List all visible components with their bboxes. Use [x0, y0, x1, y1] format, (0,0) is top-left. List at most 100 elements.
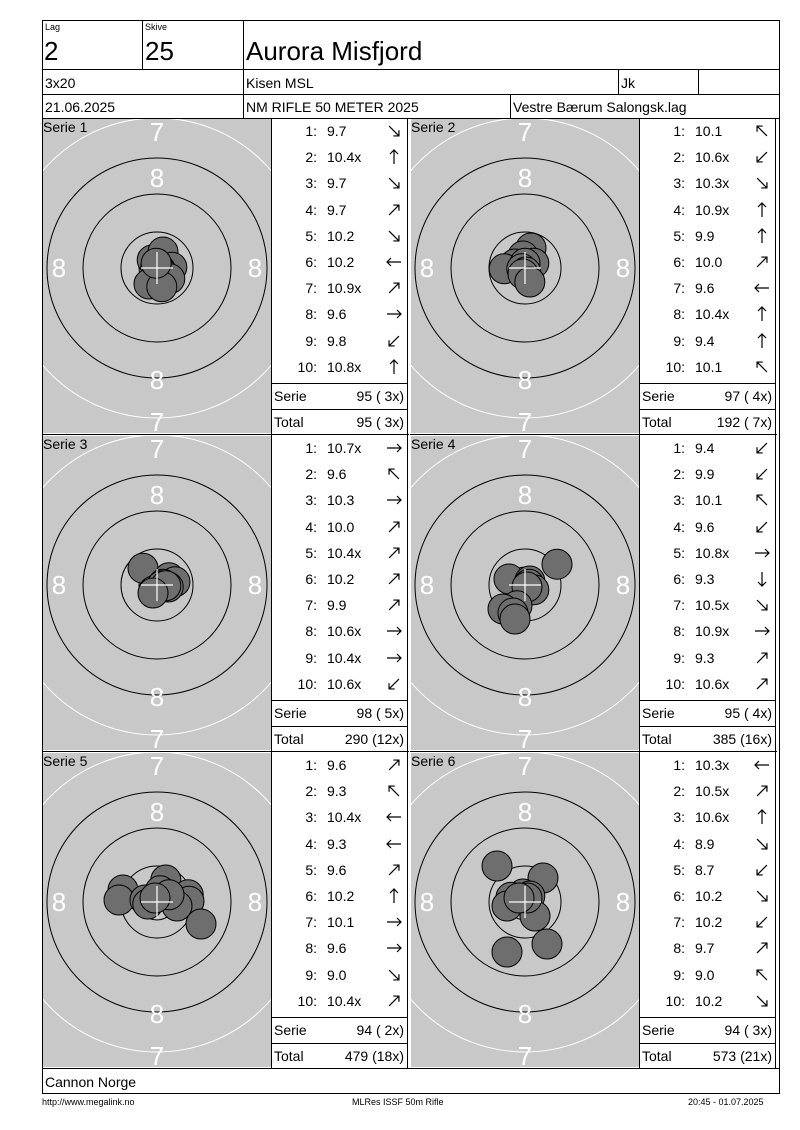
target-serie-3: 778888 — [43, 436, 271, 750]
direction-arrow-icon — [385, 913, 403, 931]
skive-value: 25 — [145, 36, 174, 67]
total-sum-row: Total 192 ( 7x) — [639, 410, 775, 436]
serie-title: Serie 2 — [411, 119, 455, 135]
shot-row: 2: 10.4x — [271, 145, 407, 171]
shot-row: 6: 9.3 — [639, 567, 775, 593]
shot-value: 10.8x — [695, 545, 729, 561]
shot-value: 10.6x — [695, 809, 729, 825]
direction-arrow-icon — [753, 279, 771, 297]
direction-arrow-icon — [385, 253, 403, 271]
serie-title: Serie 4 — [411, 436, 455, 452]
shot-row: 7: 10.9x — [271, 276, 407, 302]
total-sum-row: Total 95 ( 3x) — [271, 410, 407, 436]
ring-number: 7 — [518, 407, 532, 433]
shot-value: 10.6x — [327, 676, 361, 692]
ring-number: 7 — [150, 724, 164, 750]
shot-value: 10.9x — [695, 623, 729, 639]
shot-hole — [482, 851, 512, 881]
shot-number: 1: — [673, 123, 685, 139]
ring-number: 8 — [518, 797, 532, 827]
ring-number: 8 — [518, 365, 532, 395]
shot-number: 7: — [305, 914, 317, 930]
direction-arrow-icon — [753, 808, 771, 826]
target-serie-5: 778888 — [43, 753, 271, 1067]
discipline: 3x20 — [45, 75, 75, 91]
shot-value: 9.7 — [327, 175, 346, 191]
shot-row: 4: 10.0 — [271, 515, 407, 541]
shot-value: 9.6 — [695, 519, 714, 535]
serie-sum-label: Serie — [274, 388, 307, 404]
shot-row: 9: 9.3 — [639, 646, 775, 672]
shot-row: 6: 10.2 — [271, 884, 407, 910]
shot-number: 9: — [673, 333, 685, 349]
shot-value: 10.2 — [327, 228, 354, 244]
shot-number: 2: — [305, 149, 317, 165]
shot-row: 3: 10.4x — [271, 805, 407, 831]
shot-value: 10.0 — [327, 519, 354, 535]
total-sum-value: 290 (12x) — [345, 731, 404, 747]
shot-value: 9.3 — [327, 836, 346, 852]
ring-number: 8 — [518, 480, 532, 510]
footer-software: MLRes ISSF 50m Rifle — [352, 1097, 444, 1107]
direction-arrow-icon — [385, 148, 403, 166]
direction-arrow-icon — [385, 491, 403, 509]
shot-number: 9: — [305, 650, 317, 666]
shot-value: 10.2 — [327, 254, 354, 270]
shot-row: 1: 10.3x — [639, 753, 775, 779]
direction-arrow-icon — [385, 835, 403, 853]
shot-value: 9.6 — [327, 306, 346, 322]
shot-hole — [542, 549, 572, 579]
direction-arrow-icon — [385, 596, 403, 614]
ring-number: 8 — [248, 570, 262, 600]
class: Jk — [621, 75, 635, 91]
ring-number: 8 — [518, 682, 532, 712]
target-serie-2: 778888 — [411, 119, 639, 433]
ring-number: 8 — [52, 570, 66, 600]
shot-hole — [141, 248, 171, 278]
direction-arrow-icon — [385, 966, 403, 984]
serie-sum-value: 95 ( 4x) — [725, 705, 772, 721]
direction-arrow-icon — [385, 305, 403, 323]
total-sum-value: 479 (18x) — [345, 1048, 404, 1064]
footer-url[interactable]: http://www.megalink.no — [42, 1097, 135, 1107]
shot-row: 6: 10.2 — [271, 567, 407, 593]
shot-number: 7: — [673, 914, 685, 930]
shot-hole — [515, 267, 545, 297]
direction-arrow-icon — [385, 675, 403, 693]
shot-number: 6: — [305, 888, 317, 904]
shot-row: 9: 9.8 — [271, 329, 407, 355]
ring-number: 8 — [248, 253, 262, 283]
direction-arrow-icon — [753, 122, 771, 140]
target-serie-4: 778888 — [411, 436, 639, 750]
shot-value: 10.4x — [695, 306, 729, 322]
shot-number: 8: — [673, 306, 685, 322]
shot-value: 9.9 — [695, 466, 714, 482]
shot-row: 3: 9.7 — [271, 171, 407, 197]
shot-number: 1: — [673, 440, 685, 456]
shot-value: 9.6 — [327, 940, 346, 956]
direction-arrow-icon — [385, 861, 403, 879]
serie-title: Serie 3 — [43, 436, 87, 452]
direction-arrow-icon — [385, 992, 403, 1010]
direction-arrow-icon — [385, 756, 403, 774]
shot-value: 10.4x — [327, 149, 361, 165]
shot-value: 9.3 — [695, 650, 714, 666]
lag-value: 2 — [44, 36, 58, 67]
shot-row: 10: 10.4x — [271, 989, 407, 1015]
lag-label: Lag — [45, 22, 60, 32]
shot-value: 10.4x — [327, 650, 361, 666]
direction-arrow-icon — [753, 491, 771, 509]
shot-row: 2: 9.6 — [271, 462, 407, 488]
ring-number: 8 — [150, 480, 164, 510]
shot-value: 10.2 — [695, 888, 722, 904]
direction-arrow-icon — [385, 782, 403, 800]
shot-value: 9.8 — [327, 333, 346, 349]
shot-row: 9: 9.0 — [271, 963, 407, 989]
shot-number: 5: — [305, 862, 317, 878]
shot-row: 2: 9.3 — [271, 779, 407, 805]
shot-value: 9.6 — [327, 466, 346, 482]
serie-sum-value: 97 ( 4x) — [725, 388, 772, 404]
ring-number: 7 — [518, 724, 532, 750]
shot-hole — [138, 578, 168, 608]
shot-number: 6: — [305, 571, 317, 587]
